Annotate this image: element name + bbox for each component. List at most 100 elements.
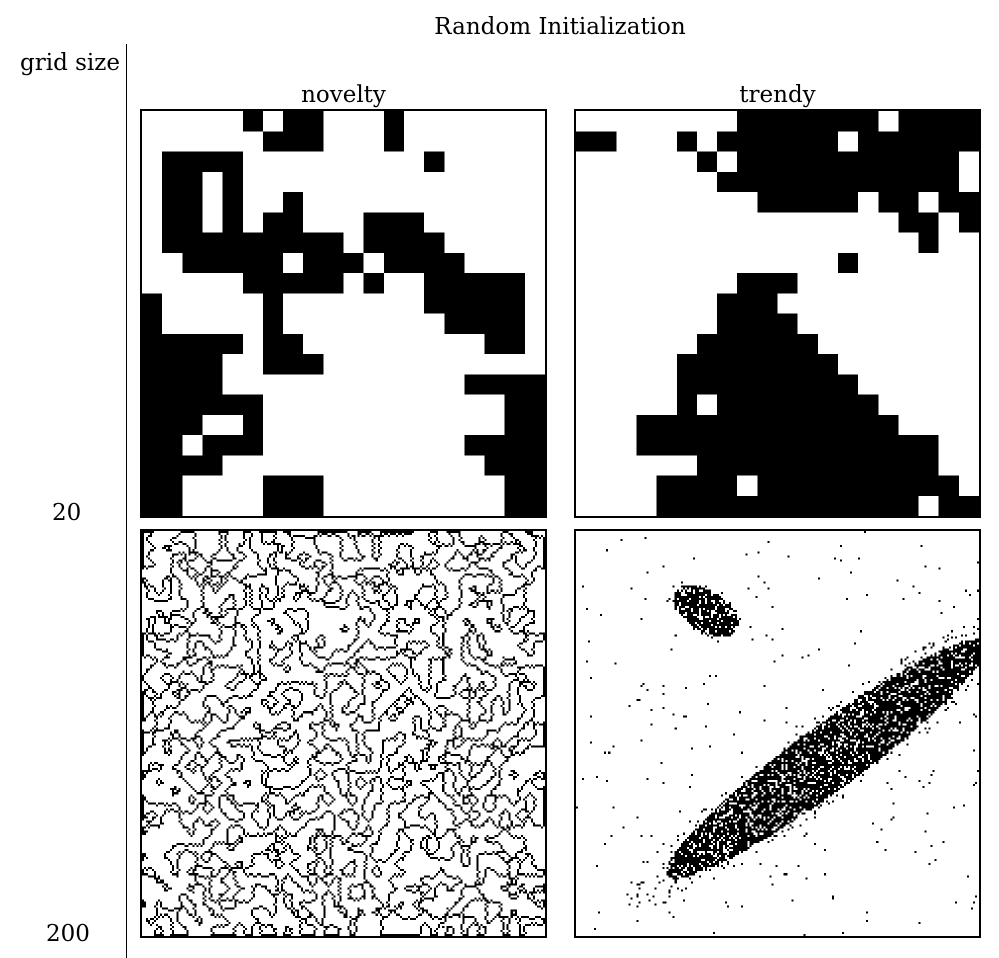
grid-cell [355, 729, 358, 732]
grid-cell [295, 680, 298, 683]
grid-cell [361, 739, 364, 742]
grid-cell [452, 739, 455, 742]
grid-cell [414, 727, 417, 730]
grid-cell [532, 699, 535, 702]
grid-cell [448, 751, 451, 754]
grid-cell [379, 646, 382, 649]
grid-cell [303, 682, 306, 685]
grid-cell [470, 603, 473, 606]
grid-cell [426, 731, 429, 734]
grid-cell [305, 557, 308, 560]
grid-cell [357, 650, 360, 653]
grid-cell [409, 605, 413, 608]
grid-cell [248, 743, 251, 746]
grid-cell [514, 539, 517, 542]
grid-cell [166, 632, 169, 635]
grid-cell [142, 632, 145, 635]
grid-cell [162, 192, 183, 213]
grid-cell [295, 575, 298, 578]
grid-cell [468, 676, 471, 679]
grid-cell [301, 565, 304, 568]
grid-cell [202, 755, 205, 758]
grid-cell [347, 533, 350, 536]
grid-cell [214, 745, 217, 748]
grid-cell [289, 583, 292, 586]
grid-cell [500, 547, 503, 550]
grid-cell [391, 719, 394, 722]
grid-cell [502, 618, 505, 621]
grid-cell [484, 549, 487, 552]
grid-cell [502, 605, 505, 608]
grid-cell [414, 597, 417, 600]
grid-cell [250, 695, 253, 698]
grid-cell [220, 559, 223, 562]
grid-cell [232, 555, 235, 558]
grid-cell [371, 715, 374, 718]
grid-cell [498, 626, 501, 629]
grid-cell [508, 573, 511, 576]
grid-cell [502, 707, 505, 710]
grid-cell [414, 719, 417, 722]
grid-cell [170, 628, 173, 631]
grid-cell [448, 648, 451, 651]
grid-cell [164, 618, 167, 621]
grid-cell [277, 624, 280, 627]
grid-cell [196, 571, 199, 574]
grid-cell [422, 701, 425, 704]
grid-cell [363, 535, 366, 538]
grid-cell [305, 567, 308, 570]
grid-cell [317, 636, 320, 639]
grid-cell [220, 632, 223, 635]
grid-cell [274, 575, 278, 578]
grid-cell [156, 636, 159, 639]
grid-cell [837, 252, 859, 273]
grid-cell [142, 435, 163, 456]
grid-cell [676, 435, 697, 456]
grid-cell [474, 585, 477, 588]
grid-cell [204, 575, 207, 578]
grid-cell [470, 723, 473, 726]
grid-cell [490, 719, 493, 722]
grid-cell [232, 577, 235, 580]
grid-cell [210, 559, 213, 562]
grid-cell [281, 569, 284, 572]
grid-cell [403, 666, 406, 669]
grid-cell [361, 569, 364, 572]
grid-cell [274, 531, 278, 534]
grid-cell [468, 622, 471, 625]
grid-cell [430, 662, 433, 665]
grid-cell [420, 650, 423, 653]
grid-cell [256, 656, 259, 659]
grid-cell [420, 725, 423, 728]
grid-cell [182, 686, 185, 689]
grid-cell [536, 535, 539, 538]
grid-cell [190, 688, 193, 691]
grid-cell [355, 638, 358, 641]
grid-cell [174, 695, 177, 698]
grid-cell [432, 543, 435, 546]
grid-cell [154, 662, 157, 665]
grid-cell [403, 735, 406, 738]
grid-cell [200, 721, 203, 724]
grid-cell [142, 545, 145, 548]
grid-cell [277, 727, 280, 730]
grid-cell [285, 682, 288, 685]
grid-cell [377, 549, 380, 552]
grid-cell [506, 559, 509, 562]
grid-cell [403, 654, 406, 657]
grid-cell [162, 354, 183, 375]
grid-cell [168, 545, 171, 548]
grid-cell [307, 553, 310, 556]
grid-cell [174, 640, 177, 643]
grid-cell [274, 731, 278, 734]
grid-cell [436, 539, 439, 542]
grid-cell [212, 587, 215, 590]
grid-cell [717, 495, 738, 516]
grid-cell [313, 591, 316, 594]
grid-cell [323, 717, 326, 720]
grid-cell [395, 553, 398, 556]
grid-cell [444, 612, 447, 615]
grid-cell [480, 535, 483, 538]
grid-cell [281, 664, 284, 667]
grid-cell [186, 660, 189, 663]
